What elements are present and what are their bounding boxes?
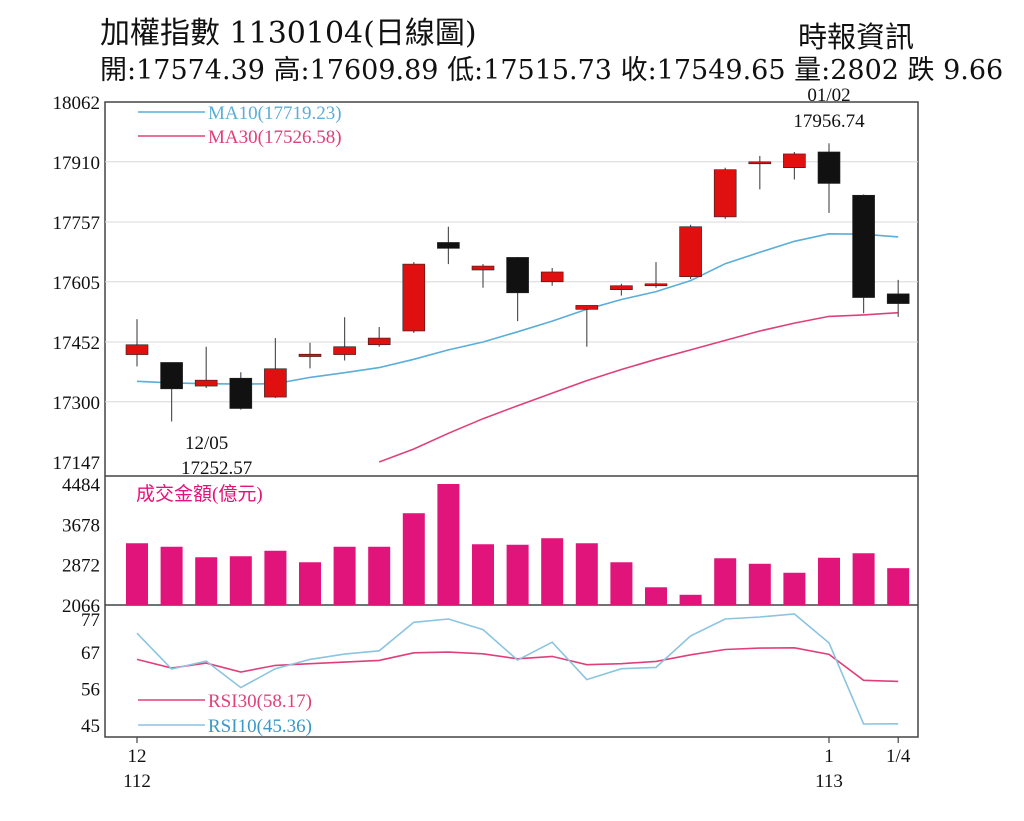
volume-bar: [748, 563, 771, 605]
rsi-y-tick: 45: [81, 716, 100, 737]
volume-bar: [437, 484, 460, 605]
volume-y-tick: 2066: [62, 596, 100, 617]
candle-body: [506, 257, 529, 294]
candle-body: [298, 353, 322, 357]
candle-body: [194, 379, 218, 387]
volume-y-tick: 2872: [62, 556, 100, 577]
volume-bar: [229, 556, 252, 605]
volume-bar: [818, 557, 840, 605]
volume-y-tick: 4484: [62, 475, 101, 496]
rsi-y-tick: 67: [81, 643, 100, 664]
price-y-tick: 17910: [53, 153, 101, 174]
candle-body: [852, 194, 875, 298]
candle-body: [644, 283, 668, 287]
candle-body: [471, 265, 495, 271]
candle-body: [264, 368, 287, 398]
rsi10-line: [136, 613, 899, 725]
quote-high: 高:17609.89: [273, 55, 439, 86]
candle-body: [817, 151, 841, 184]
rsi-y-tick: 77: [81, 610, 100, 631]
price-y-tick: 18062: [53, 93, 101, 114]
x-tick-label: 12: [128, 746, 147, 767]
price-y-tick: 17147: [53, 453, 101, 474]
chart-source: 時報資訊: [798, 20, 915, 54]
x-tick-sublabel: 113: [815, 771, 843, 792]
candle-body: [367, 337, 391, 346]
volume-bar: [472, 544, 494, 605]
volume-title: 成交金額(億元): [136, 483, 263, 505]
candle-body: [610, 285, 633, 290]
volume-bar: [402, 513, 425, 605]
price-y-tick: 17300: [53, 393, 101, 414]
candle-body: [229, 377, 253, 409]
volume-bar: [645, 587, 667, 605]
candle-body: [540, 271, 564, 283]
volume-bar: [264, 550, 287, 605]
candle-body: [160, 362, 183, 390]
quote-volume: 量:2802: [794, 55, 899, 86]
rsi-y-tick: 56: [81, 680, 100, 701]
volume-bar: [575, 543, 598, 605]
volume-bar: [195, 557, 218, 605]
quote-close: 收:17549.65: [620, 55, 786, 86]
price-y-tick: 17757: [53, 213, 101, 234]
high-annotation-value: 17956.74: [793, 111, 865, 132]
volume-bar: [714, 558, 737, 605]
volume-bar: [160, 546, 183, 605]
candle-body: [333, 346, 356, 355]
rsi10-legend-label: RSI10(45.36): [208, 716, 312, 737]
low-annotation-value: 17252.57: [181, 458, 252, 479]
candle-body: [437, 242, 460, 249]
candle-body: [783, 153, 806, 169]
candle-body: [886, 293, 910, 304]
low-annotation-date: 12/05: [185, 433, 228, 454]
plot-frame: [104, 101, 919, 738]
volume-bar: [368, 546, 391, 605]
x-tick-label: 1: [824, 746, 834, 767]
candle-body: [713, 169, 737, 218]
volume-bar: [679, 594, 702, 605]
volume-bar: [783, 572, 806, 605]
volume-bar: [541, 538, 564, 605]
x-tick-label: 1/4: [886, 746, 911, 767]
volume-bar: [506, 544, 529, 605]
volume-bar: [610, 562, 633, 605]
volume-bar: [852, 553, 875, 605]
volume-bar: [126, 543, 148, 605]
ma10-line: [136, 232, 899, 385]
quote-line: 開:17574.39 高:17609.89 低:17515.73 收:17549…: [100, 48, 1003, 87]
ma10-legend-label: MA10(17719.23): [208, 103, 342, 124]
high-annotation-date: 01/02: [807, 85, 850, 106]
volume-y-tick: 3678: [62, 515, 100, 536]
candle-body: [402, 263, 426, 332]
candle-body: [575, 305, 599, 310]
candle-body: [125, 344, 149, 355]
rsi30-legend-label: RSI30(58.17): [208, 691, 312, 712]
ma30-line: [378, 311, 899, 463]
volume-bar: [333, 546, 356, 605]
price-y-tick: 17605: [53, 273, 101, 294]
price-y-tick: 17452: [53, 333, 101, 354]
quote-low: 低:17515.73: [447, 55, 612, 86]
candle-body: [679, 226, 702, 277]
rsi30-line: [136, 646, 899, 683]
chart-title: 加權指數 1130104(日線圖): [100, 16, 477, 51]
volume-bar: [887, 568, 910, 605]
quote-change: 跌 9.66: [907, 55, 1004, 86]
x-tick-sublabel: 112: [123, 771, 151, 792]
volume-bar: [299, 562, 321, 605]
ma30-legend-label: MA30(17526.58): [208, 127, 342, 148]
quote-open: 開:17574.39: [100, 55, 265, 86]
candle-body: [748, 161, 772, 165]
